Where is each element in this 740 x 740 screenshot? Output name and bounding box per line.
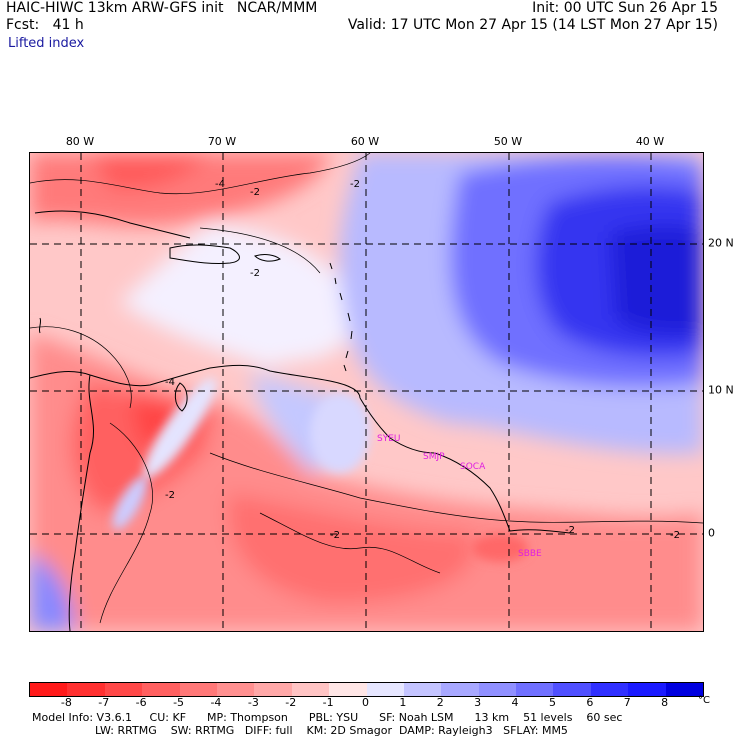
colorbar-swatch [104, 683, 143, 696]
coastlines [30, 210, 571, 631]
header-left: HAIC-HIWC 13km ARW-GFS init NCAR/MMM Fcs… [6, 0, 317, 34]
lifted-index-field [30, 153, 703, 631]
lat-lon-grid [30, 153, 703, 631]
header-right: Init: 00 UTC Sun 26 Apr 15 Valid: 17 UTC… [348, 0, 718, 34]
contour-label: -4 [165, 377, 175, 388]
colorbar-label: 1 [399, 696, 407, 709]
colorbar-label: -7 [98, 696, 110, 709]
contour-label: -4 [215, 179, 225, 190]
colorbar-swatch [403, 683, 442, 696]
contour-label: -2 [165, 490, 175, 501]
colorbar-swatch [67, 683, 105, 696]
init-time: Init: 00 UTC Sun 26 Apr 15 [532, 0, 718, 16]
valid-time: Valid: 17 UTC Mon 27 Apr 15 (14 LST Mon … [347, 17, 718, 33]
lon-label-50w: 50 W [493, 135, 523, 148]
lon-label-80w: 80 W [65, 135, 95, 148]
lat-label-10n: 10 N [708, 383, 734, 397]
colorbar-swatch [30, 683, 68, 696]
lat-label-20n: 20 N [708, 236, 734, 250]
colorbar-unit: °C [698, 695, 710, 706]
model-info-line1: Model Info: V3.6.1 CU: KF MP: Thompson P… [32, 711, 623, 724]
colorbar-swatch [628, 683, 666, 696]
contour-label: -2 [250, 187, 260, 198]
lon-label-40w: 40 W [635, 135, 665, 148]
colorbar-swatch [478, 683, 517, 696]
colorbar-label: 7 [623, 696, 631, 709]
colorbar-swatch [665, 683, 704, 696]
contours [30, 153, 703, 624]
station-label-sbbe: SBBE [518, 549, 542, 559]
forecast-hour: Fcst: 41 h [6, 17, 84, 33]
colorbar-label: -1 [322, 696, 334, 709]
lon-label-70w: 70 W [207, 135, 237, 148]
colorbar [29, 682, 704, 697]
colorbar-swatch [254, 683, 292, 696]
lat-label-0: 0 [708, 526, 715, 540]
lon-label-60w: 60 W [350, 135, 380, 148]
colorbar-swatch [441, 683, 479, 696]
lifted-index-map: -4 -2 -2 -2 -4 -2 -2 -2 -2 SYEU SMJP SOC… [29, 152, 704, 632]
colorbar-swatch [142, 683, 180, 696]
colorbar-swatch [516, 683, 554, 696]
colorbar-swatch [590, 683, 629, 696]
contour-label: -2 [350, 179, 360, 190]
model-info-line2: LW: RRTMG SW: RRTMG DIFF: full KM: 2D Sm… [32, 724, 568, 737]
colorbar-swatch [329, 683, 367, 696]
colorbar-label: -4 [210, 696, 222, 709]
colorbar-label: 6 [586, 696, 594, 709]
colorbar-label: 2 [436, 696, 444, 709]
contour-label: -2 [670, 530, 680, 541]
station-label-smjp: SMJP [423, 452, 445, 462]
colorbar-label: -2 [285, 696, 297, 709]
colorbar-label: 4 [511, 696, 519, 709]
contour-label-layer: -4 -2 -2 -2 -4 -2 -2 -2 -2 [165, 179, 680, 541]
station-label-syeu: SYEU [377, 434, 400, 444]
station-label-soca: SOCA [460, 462, 486, 472]
contour-label: -2 [330, 530, 340, 541]
colorbar-swatch [179, 683, 217, 696]
colorbar-swatch [291, 683, 330, 696]
contour-label: -2 [565, 525, 575, 536]
colorbar-swatch [366, 683, 404, 696]
colorbar-label: -5 [173, 696, 185, 709]
colorbar-label: -6 [135, 696, 147, 709]
colorbar-label: 5 [548, 696, 556, 709]
colorbar-label: -8 [60, 696, 72, 709]
field-label: Lifted index [8, 36, 85, 51]
colorbar-label: 8 [661, 696, 669, 709]
field-detail [112, 378, 528, 562]
colorbar-swatch [553, 683, 591, 696]
contour-label: -2 [250, 268, 260, 279]
colorbar-label: 0 [362, 696, 369, 709]
colorbar-label: 3 [474, 696, 482, 709]
colorbar-swatch [216, 683, 255, 696]
station-label-layer: SYEU SMJP SOCA SBBE [377, 434, 542, 559]
colorbar-label: -3 [247, 696, 259, 709]
model-title: HAIC-HIWC 13km ARW-GFS init NCAR/MMM [6, 0, 318, 16]
